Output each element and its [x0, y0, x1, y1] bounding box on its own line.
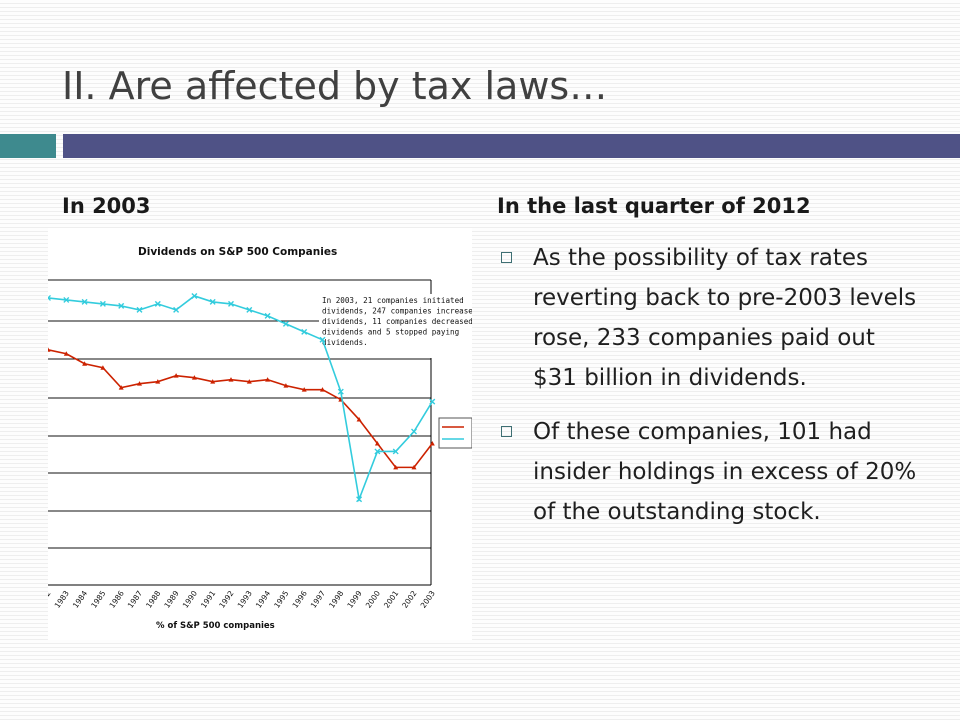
chart-point-series-2	[63, 296, 70, 303]
chart-point-series-2	[429, 398, 436, 405]
chart-legend-box	[438, 417, 472, 449]
chart-point-series-2	[228, 300, 234, 307]
chart-x-tick-label: 1982	[48, 589, 53, 610]
chart-point-series-1	[374, 440, 380, 446]
chart-point-series-1	[320, 387, 325, 392]
chart-series-line-1	[48, 348, 433, 469]
chart-point-series-1	[173, 373, 179, 378]
hollow-square-bullet-icon	[501, 426, 512, 437]
chart-point-series-2	[48, 294, 51, 301]
chart-x-tick-label: 1992	[217, 589, 235, 610]
chart-x-tick-label: 1994	[254, 589, 272, 610]
chart-point-series-1	[100, 365, 106, 370]
slide-title: II. Are affected by tax laws…	[62, 64, 608, 108]
chart-point-series-2	[411, 428, 417, 435]
chart-x-tick-label: 1991	[199, 589, 217, 610]
bullet-text: Of these companies, 101 had insider hold…	[533, 419, 917, 525]
chart-point-series-1	[283, 383, 289, 388]
chart-point-series-2	[264, 312, 271, 319]
chart-annotation: In 2003, 21 companies initiated dividends…	[319, 294, 472, 358]
chart-series-line-2	[48, 295, 433, 503]
chart-x-tick-label: 1997	[309, 589, 327, 610]
left-column-heading: In 2003	[62, 194, 151, 218]
chart-point-series-2	[173, 306, 180, 313]
chart-x-tick-label: 1999	[345, 589, 363, 610]
chart-point-series-1	[393, 464, 399, 470]
chart-x-tick-label: 1983	[53, 589, 71, 610]
chart-point-series-2	[136, 306, 143, 313]
chart-point-series-2	[81, 298, 88, 305]
chart-x-tick-label: 2003	[419, 589, 437, 610]
right-column-heading: In the last quarter of 2012	[497, 194, 811, 218]
chart-title: Dividends on S&P 500 Companies	[138, 246, 337, 258]
chart-point-series-1	[246, 379, 252, 384]
chart-x-tick-label: 1985	[89, 589, 107, 610]
chart-point-series-2	[118, 302, 125, 309]
dividends-chart: Dividends on S&P 500 Companies In 2003, …	[48, 228, 472, 640]
chart-point-series-2	[154, 300, 161, 307]
bullet-item: As the possibility of tax rates revertin…	[497, 238, 917, 398]
chart-x-tick-label: 2000	[364, 589, 382, 610]
chart-point-series-1	[191, 375, 197, 380]
chart-x-tick-label: 2001	[382, 589, 400, 610]
chart-x-axis-label: % of S&P 500 companies	[156, 621, 275, 631]
chart-point-series-2	[374, 448, 381, 455]
dividends-chart-svg: Dividends on S&P 500 Companies In 2003, …	[48, 246, 472, 631]
chart-point-series-1	[155, 379, 161, 384]
chart-point-series-2	[246, 306, 253, 313]
chart-x-tick-label: 1990	[181, 589, 199, 610]
chart-x-tick-label: 2002	[400, 589, 418, 610]
chart-point-series-2	[392, 448, 399, 455]
chart-x-tick-label: 1993	[236, 589, 254, 610]
title-accent-bar-teal	[0, 134, 56, 158]
chart-point-series-1	[82, 361, 88, 366]
chart-legend	[438, 417, 472, 449]
chart-point-series-2	[337, 388, 344, 395]
chart-annotation-text: In 2003, 21 companies initiated dividends…	[322, 296, 472, 347]
chart-x-tick-label: 1988	[144, 589, 162, 610]
chart-point-series-1	[118, 385, 124, 390]
title-accent-bar-navy	[63, 134, 960, 158]
chart-point-series-1	[63, 351, 69, 356]
chart-x-tick-label: 1984	[71, 589, 89, 610]
bullet-text: As the possibility of tax rates revertin…	[533, 245, 917, 391]
chart-x-tick-label: 1995	[272, 589, 290, 610]
right-column-bullet-list: As the possibility of tax rates revertin…	[497, 238, 917, 546]
chart-point-series-2	[356, 496, 363, 503]
chart-point-series-1	[411, 464, 417, 470]
chart-point-series-1	[429, 440, 435, 446]
chart-x-tick-label: 1986	[108, 589, 126, 610]
chart-point-series-1	[301, 387, 307, 392]
chart-point-series-1	[356, 417, 362, 422]
chart-point-series-1	[228, 377, 234, 382]
chart-point-series-2	[282, 320, 289, 327]
chart-point-series-2	[301, 328, 308, 335]
chart-x-tick-label: 1987	[126, 589, 144, 610]
chart-point-series-2	[99, 300, 106, 307]
chart-point-series-1	[137, 381, 142, 386]
bullet-item: Of these companies, 101 had insider hold…	[497, 412, 917, 532]
chart-point-series-1	[210, 379, 216, 384]
chart-point-series-2	[191, 292, 198, 299]
chart-x-tick-label: 1989	[162, 589, 180, 610]
chart-point-series-1	[265, 377, 271, 382]
chart-point-series-2	[209, 298, 216, 305]
hollow-square-bullet-icon	[501, 252, 512, 263]
chart-x-tick-label: 1996	[291, 589, 309, 610]
chart-point-series-2	[319, 336, 326, 343]
chart-annotation-box	[319, 294, 472, 358]
chart-point-series-1	[48, 347, 51, 352]
chart-x-tick-label: 1998	[327, 589, 345, 610]
